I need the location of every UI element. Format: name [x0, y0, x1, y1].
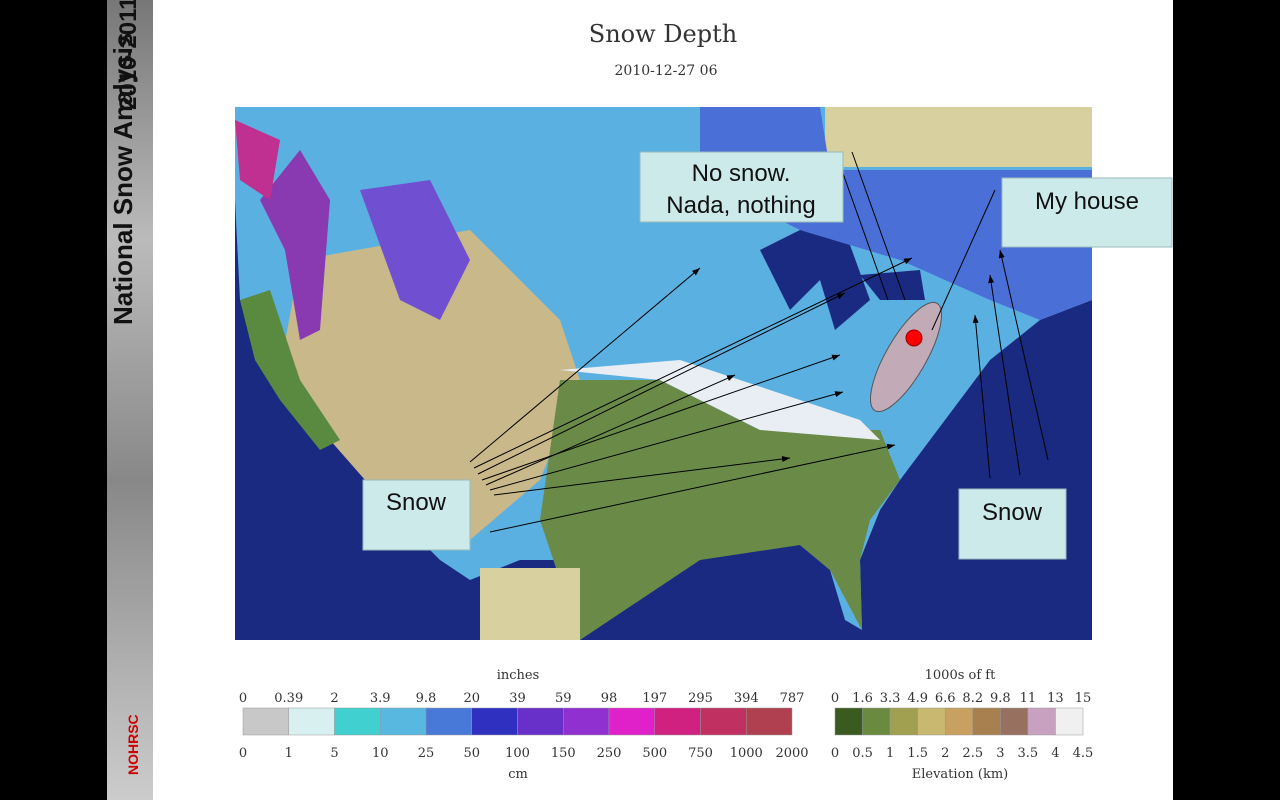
callout-text: Nada, nothing [666, 192, 815, 219]
map-title: Snow Depth [589, 20, 737, 48]
legend-swatch [471, 707, 518, 736]
legend-label: 4.9 [907, 691, 928, 706]
legend-label: 8.2 [962, 691, 983, 706]
legend-swatch [889, 707, 918, 736]
callout-text: Snow [386, 489, 447, 516]
legend-label: 1.5 [907, 746, 928, 761]
legend-label: 6.6 [935, 691, 956, 706]
legend-label: 1000 [730, 746, 763, 761]
legend-unit: 1000s of ft [925, 668, 996, 683]
legend-label: 1 [285, 746, 293, 761]
legend-unit: Elevation (km) [912, 767, 1009, 782]
legend-label: 1.6 [852, 691, 873, 706]
legend-label: 500 [642, 746, 667, 761]
legend-swatch [654, 707, 701, 736]
legend-label: 250 [597, 746, 622, 761]
legend-label: 39 [509, 691, 526, 706]
legend-label: 50 [463, 746, 480, 761]
legend-label: 3.9 [370, 691, 391, 706]
legend-label: 0 [239, 746, 247, 761]
map-date: 2010-12-27 06 [615, 63, 718, 79]
legend-unit: cm [508, 767, 528, 782]
callout-text: My house [1035, 188, 1139, 215]
legend-label: 9.8 [990, 691, 1011, 706]
legend-swatch [944, 707, 974, 736]
legend-label: 3 [996, 746, 1004, 761]
legend-label: 0.39 [274, 691, 303, 706]
legend-swatch [380, 707, 427, 736]
legend-label: 0 [831, 746, 839, 761]
legend-label: 13 [1047, 691, 1064, 706]
legend-label: 10 [372, 746, 389, 761]
legend-swatch [700, 707, 747, 736]
legend-label: 750 [688, 746, 713, 761]
legend-label: 0 [239, 691, 247, 706]
legend-label: 197 [642, 691, 667, 706]
legend-label: 25 [418, 746, 435, 761]
callout-text: Snow [982, 499, 1043, 526]
legend-swatch [746, 707, 793, 736]
logo: NOHRSC [125, 714, 141, 775]
annotations: No snow. Nada, nothing My house Snow Sno… [362, 151, 1173, 560]
legend-label: 4.5 [1073, 746, 1094, 761]
sidebar [107, 0, 153, 800]
legend-swatch [1027, 707, 1056, 736]
sidebar-years: 2010-2011 [115, 0, 142, 110]
legend-label: 100 [505, 746, 530, 761]
callout-text: No snow. [692, 160, 791, 187]
legend-unit: inches [497, 668, 540, 683]
sidebar-title: National Snow Analysis [108, 33, 138, 325]
legend-swatch [517, 707, 564, 736]
legend-label: 98 [601, 691, 618, 706]
legend-swatch [862, 707, 891, 736]
legend-label: 1 [886, 746, 894, 761]
legend-label: 5 [330, 746, 338, 761]
legend-label: 295 [688, 691, 713, 706]
legend-label: 787 [780, 691, 805, 706]
legend-swatch [1000, 707, 1029, 736]
legend-label: 3.3 [880, 691, 901, 706]
legend-swatch [917, 707, 946, 736]
legend-label: 0 [831, 691, 839, 706]
legend-label: 11 [1020, 691, 1037, 706]
legend-label: 0.5 [852, 746, 873, 761]
legend-swatch [242, 707, 289, 736]
legend-label: 2.5 [962, 746, 983, 761]
legend-label: 4 [1051, 746, 1059, 761]
legend-swatch [563, 707, 610, 736]
legend-swatch [1055, 707, 1084, 736]
legend-label: 9.8 [416, 691, 437, 706]
legend-label: 2 [941, 746, 949, 761]
legend-swatch [425, 707, 472, 736]
legend-label: 2000 [775, 746, 808, 761]
legend-label: 59 [555, 691, 572, 706]
legend-label: 394 [734, 691, 759, 706]
legend-label: 150 [551, 746, 576, 761]
legend-swatch [834, 707, 863, 736]
legend-label: 15 [1075, 691, 1092, 706]
legend-swatch [608, 707, 655, 736]
legend-swatch [334, 707, 381, 736]
legend-swatch [288, 707, 335, 736]
legend-swatch [972, 707, 1001, 736]
legend-label: 2 [330, 691, 338, 706]
legend-label: 3.5 [1018, 746, 1039, 761]
legend-label: 20 [463, 691, 480, 706]
